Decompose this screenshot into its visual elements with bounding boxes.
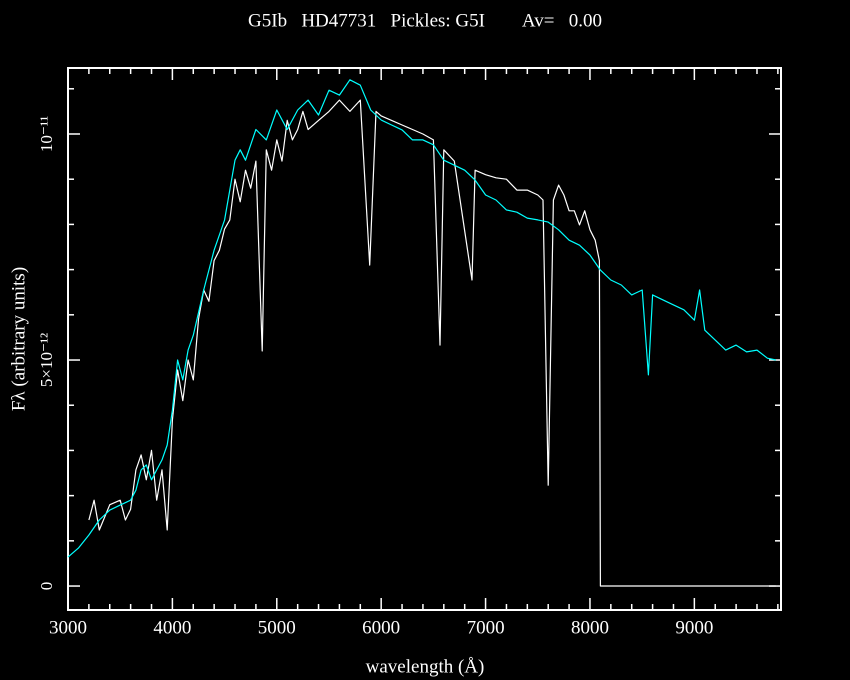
y-axis-label: Fλ (arbitrary units) (8, 267, 29, 411)
y-tick-label: 0 (37, 582, 56, 591)
x-tick-label: 8000 (571, 617, 609, 638)
chart-title: G5Ib HD47731 Pickles: G5I Av= 0.00 (248, 10, 602, 31)
x-tick-label: 7000 (467, 617, 505, 638)
x-tick-label: 6000 (362, 617, 400, 638)
x-tick-label: 3000 (49, 617, 87, 638)
y-tick-label: 10⁻¹¹ (37, 116, 56, 152)
x-tick-label: 4000 (153, 617, 191, 638)
x-axis-label: wavelength (Å) (366, 656, 485, 677)
spectrum-line (88, 99, 776, 587)
x-tick-label: 9000 (675, 617, 713, 638)
x-tick-label: 5000 (258, 617, 296, 638)
spectrum-line (67, 79, 776, 558)
plot-frame (67, 67, 782, 611)
y-tick-label: 5×10⁻¹² (37, 333, 56, 387)
